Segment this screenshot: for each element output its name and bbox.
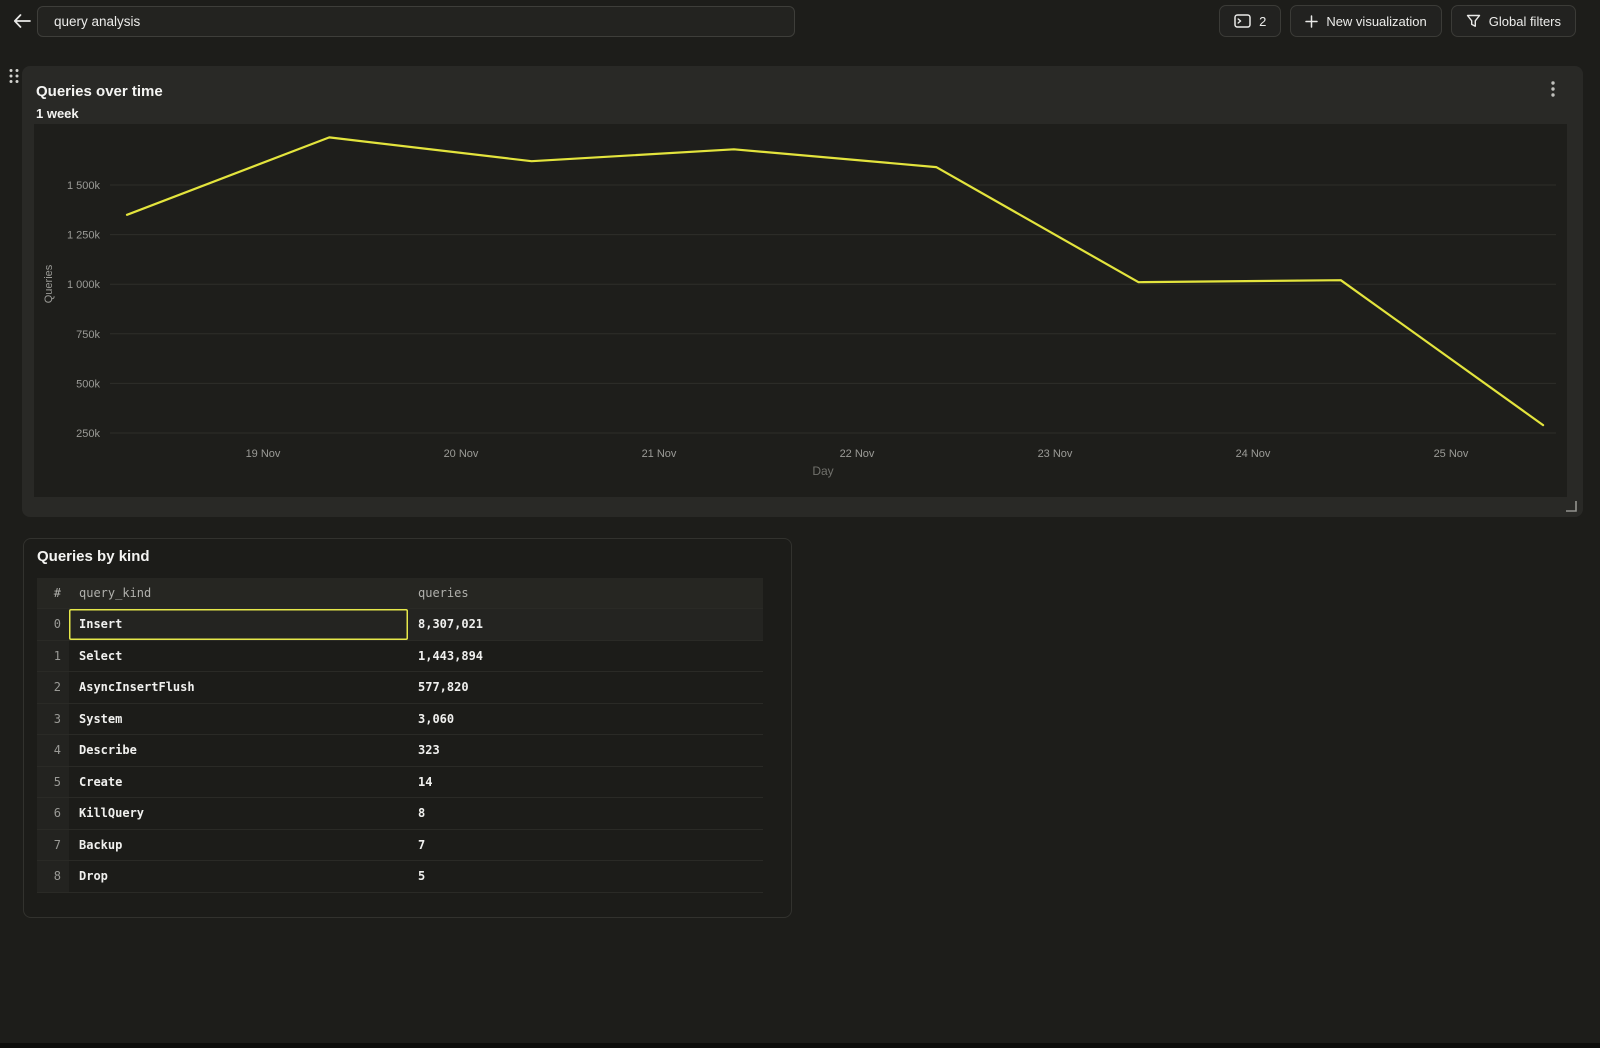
topbar: 2 New visualization Global filters: [0, 0, 1600, 42]
table-row: 8 Drop 5: [37, 860, 763, 892]
query-console-button[interactable]: 2: [1219, 5, 1282, 37]
queries-value-cell[interactable]: 14: [418, 774, 433, 789]
queries-value-cell[interactable]: 7: [418, 837, 426, 852]
queries-value-cell[interactable]: 8,307,021: [418, 617, 484, 632]
table-header-query-kind[interactable]: query_kind: [79, 586, 152, 600]
y-tick-label: 750k: [76, 329, 100, 341]
table-row: 6 KillQuery 8: [37, 797, 763, 829]
y-tick-label: 1 250k: [67, 230, 101, 242]
table-row: 7 Backup 7: [37, 828, 763, 860]
x-tick-label: 25 Nov: [1434, 448, 1469, 460]
row-index-cell: 2: [37, 672, 69, 703]
global-filters-button[interactable]: Global filters: [1450, 5, 1576, 37]
table-row: 1 Select 1,443,894: [37, 639, 763, 671]
x-tick-label: 24 Nov: [1236, 448, 1271, 460]
console-count-label: 2: [1259, 13, 1267, 29]
y-tick-label: 1 000k: [67, 279, 101, 291]
queries-value-cell[interactable]: 1,443,894: [418, 648, 484, 663]
queries-by-kind-table: # query_kind queries 0 Insert 8,307,021 1 Se…: [37, 578, 763, 893]
new-visualization-button[interactable]: New visualization: [1290, 5, 1442, 37]
global-filters-label: Global filters: [1488, 13, 1561, 29]
topbar-actions: 2 New visualization Global filters: [1219, 5, 1576, 37]
row-index-cell: 7: [37, 829, 69, 860]
chart-panel-subtitle: 1 week: [36, 106, 79, 121]
table-row: 4 Describe 323: [37, 734, 763, 766]
queries-line-chart: 1 500k 1 250k 1 000k 750k 500k 250k 19 Nov 20 N…: [43, 136, 1556, 478]
queries-value-cell[interactable]: 8: [418, 806, 426, 821]
x-tick-label: 22 Nov: [840, 448, 875, 460]
queries-value-cell[interactable]: 3,060: [418, 711, 455, 726]
resize-corner-icon[interactable]: [1565, 500, 1578, 513]
queries-by-kind-panel: Queries by kind # query_kind queries 0 In…: [23, 538, 792, 918]
plus-icon: [1305, 14, 1319, 28]
table-row: 2 AsyncInsertFlush 577,820: [37, 671, 763, 703]
table-header-row: # query_kind queries: [37, 578, 763, 608]
chart-panel-title: Queries over time: [36, 83, 163, 100]
query-kind-cell[interactable]: KillQuery: [79, 806, 145, 821]
row-index-cell: 6: [37, 798, 69, 829]
line-chart-plot-area[interactable]: 1 500k 1 250k 1 000k 750k 500k 250k 19 Nov 20 N…: [34, 124, 1567, 497]
back-button[interactable]: [10, 10, 34, 34]
y-tick-label: 250k: [76, 428, 100, 440]
table-row: 5 Create 14: [37, 765, 763, 797]
y-axis-title: Queries: [43, 264, 55, 303]
query-kind-cell[interactable]: Drop: [79, 869, 108, 884]
console-window-icon: [1234, 14, 1251, 28]
dashboard-title-input[interactable]: [37, 6, 795, 37]
x-tick-label: 20 Nov: [444, 448, 479, 460]
x-tick-label: 19 Nov: [246, 448, 281, 460]
kebab-menu-icon[interactable]: [1545, 79, 1561, 99]
series-line-queries: [125, 136, 1545, 427]
queries-value-cell[interactable]: 323: [418, 743, 440, 758]
query-kind-cell[interactable]: Select: [79, 648, 123, 663]
drag-handle-icon[interactable]: [7, 67, 21, 85]
query-kind-cell[interactable]: Backup: [79, 837, 123, 852]
queries-over-time-panel: Queries over time 1 week 1 500k 1 250k 1 0…: [22, 66, 1583, 517]
queries-value-cell[interactable]: 577,820: [418, 680, 469, 695]
x-tick-label: 23 Nov: [1038, 448, 1073, 460]
table-row: 3 System 3,060: [37, 702, 763, 734]
y-tick-label: 500k: [76, 378, 100, 390]
table-header-index: #: [53, 586, 61, 600]
x-axis-title: Day: [812, 464, 833, 478]
query-kind-cell[interactable]: AsyncInsertFlush: [79, 680, 195, 695]
table-panel-title: Queries by kind: [37, 548, 150, 565]
query-kind-cell[interactable]: Describe: [79, 743, 137, 758]
row-index-cell: 1: [37, 640, 69, 671]
table-header-queries[interactable]: queries: [418, 586, 469, 600]
row-index-cell: 3: [37, 703, 69, 734]
query-kind-cell[interactable]: Create: [79, 774, 123, 789]
arrow-left-icon: [13, 13, 31, 31]
row-index-cell: 8: [37, 861, 69, 892]
x-tick-label: 21 Nov: [642, 448, 677, 460]
queries-value-cell[interactable]: 5: [418, 869, 426, 884]
row-index-cell: 0: [37, 609, 69, 640]
row-index-cell: 5: [37, 766, 69, 797]
table-row: 0 Insert 8,307,021: [37, 608, 763, 640]
new-visualization-label: New visualization: [1326, 13, 1427, 29]
y-tick-label: 1 500k: [67, 180, 101, 192]
bottom-edge-strip: [0, 1043, 1600, 1048]
row-index-cell: 4: [37, 735, 69, 766]
query-kind-cell[interactable]: System: [79, 711, 123, 726]
funnel-icon: [1466, 14, 1481, 28]
query-kind-cell-selected[interactable]: Insert: [69, 609, 408, 640]
